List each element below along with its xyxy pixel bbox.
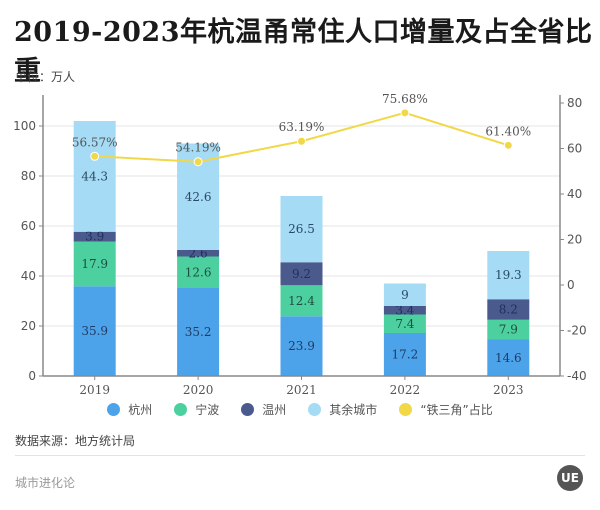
left-tick-label: 20 xyxy=(21,319,36,333)
divider xyxy=(15,455,585,456)
bar-segment xyxy=(487,251,530,300)
ratio-point xyxy=(400,108,410,118)
left-tick-label: 0 xyxy=(28,369,36,383)
bar-segment xyxy=(280,316,323,376)
bar-value-label: 26.5 xyxy=(288,222,315,236)
legend: 杭州 宁波 温州 其余城市 “铁三角”占比 xyxy=(0,401,600,418)
right-tick-label: 40 xyxy=(567,187,582,201)
x-tick-label: 2021 xyxy=(286,383,317,397)
legend-dot-icon xyxy=(399,403,413,416)
ratio-label: 56.57% xyxy=(72,135,118,149)
bar-segment xyxy=(73,231,116,242)
legend-item: 其余城市 xyxy=(308,401,377,418)
ratio-label: 63.19% xyxy=(279,120,325,134)
brand-name: 城市进化论 xyxy=(15,476,76,490)
left-tick-label: 100 xyxy=(13,119,36,133)
bar-segment xyxy=(73,121,116,232)
legend-dot-icon xyxy=(107,403,121,416)
bar-value-label: 14.6 xyxy=(495,351,522,365)
bar-value-label: 3.9 xyxy=(85,230,104,244)
bar-segment xyxy=(73,241,116,287)
bar-value-label: 8.2 xyxy=(499,303,518,317)
bar-value-label: 44.3 xyxy=(81,169,108,183)
bar-value-label: 3.4 xyxy=(395,303,414,317)
legend-item: 宁波 xyxy=(174,401,219,418)
x-tick-label: 2022 xyxy=(390,383,421,397)
right-tick-label: 20 xyxy=(567,233,582,247)
bar-value-label: 7.4 xyxy=(395,317,414,331)
left-tick-label: 60 xyxy=(21,219,36,233)
bar-segment xyxy=(487,339,530,376)
ratio-point xyxy=(297,136,306,146)
bar-segment xyxy=(177,250,220,257)
brand-logo-icon: UE xyxy=(557,465,583,491)
right-tick-label: 0 xyxy=(567,278,575,292)
left-tick-label: 80 xyxy=(21,169,36,183)
ratio-line: 56.57% 54.19% 63.19% 75.68% 61.40% xyxy=(72,92,531,167)
bar-segment xyxy=(487,299,530,320)
bar-value-label: 35.9 xyxy=(81,324,108,338)
bar-segment xyxy=(280,285,323,317)
bar-segment xyxy=(383,333,426,376)
ratio-label: 54.19% xyxy=(175,141,221,155)
x-tick-label: 2019 xyxy=(79,383,110,397)
axes: 0 20 40 60 80 100 -40 -20 0 20 40 60 80 2019 2020 2021 2… xyxy=(13,95,587,397)
legend-label: 宁波 xyxy=(195,403,220,417)
bar-segment xyxy=(280,262,323,286)
bar-value-label: 12.4 xyxy=(288,294,315,308)
x-tick-label: 2023 xyxy=(493,383,524,397)
bar-value-label: 17.2 xyxy=(392,348,419,362)
right-tick-label: 60 xyxy=(567,142,582,156)
ratio-label: 61.40% xyxy=(485,124,531,138)
right-tick-label: 80 xyxy=(567,96,582,110)
legend-label: 其余城市 xyxy=(329,403,378,417)
bar-segment xyxy=(383,306,426,315)
bar-segment xyxy=(383,314,426,333)
bar-value-label: 12.6 xyxy=(185,265,212,279)
bars: 35.917.93.944.335.212.62.642.623.912.49.… xyxy=(73,121,530,376)
ratio-point xyxy=(90,151,100,161)
bar-value-label: 17.9 xyxy=(81,257,108,271)
chart-title: 2019-2023年杭温甬常住人口增量及占全省比重 xyxy=(14,17,593,87)
data-source: 数据来源：地方统计局 xyxy=(15,434,136,448)
legend-label: 杭州 xyxy=(128,403,153,417)
legend-dot-icon xyxy=(308,403,322,416)
bar-value-label: 23.9 xyxy=(288,339,315,353)
right-tick-label: -40 xyxy=(567,369,587,383)
bar-segment xyxy=(487,319,530,340)
ratio-point xyxy=(503,140,513,150)
bar-value-label: 19.3 xyxy=(495,268,522,282)
unit-label: 单位：万人 xyxy=(15,70,76,84)
x-tick-label: 2020 xyxy=(183,383,214,397)
ratio-point xyxy=(193,157,203,167)
legend-dot-icon xyxy=(174,403,188,416)
bar-value-label: 9 xyxy=(401,288,409,302)
bar-value-label: 42.6 xyxy=(185,190,212,204)
bar-segment xyxy=(73,286,116,376)
bar-value-label: 7.9 xyxy=(499,323,518,337)
legend-label: “铁三角”占比 xyxy=(420,403,493,417)
bar-value-label: 35.2 xyxy=(185,325,212,339)
legend-label: 温州 xyxy=(262,403,287,417)
legend-item: 温州 xyxy=(241,401,286,418)
legend-dot-icon xyxy=(241,403,255,416)
legend-item: “铁三角”占比 xyxy=(399,401,493,418)
bar-segment xyxy=(177,256,220,288)
legend-item: 杭州 xyxy=(107,401,152,418)
bar-segment xyxy=(280,196,323,263)
right-tick-label: -20 xyxy=(567,324,587,338)
left-tick-label: 40 xyxy=(21,269,36,283)
bar-segment xyxy=(177,288,220,376)
bar-value-label: 9.2 xyxy=(292,267,311,281)
bar-segment xyxy=(383,283,426,306)
ratio-label: 75.68% xyxy=(382,92,428,106)
